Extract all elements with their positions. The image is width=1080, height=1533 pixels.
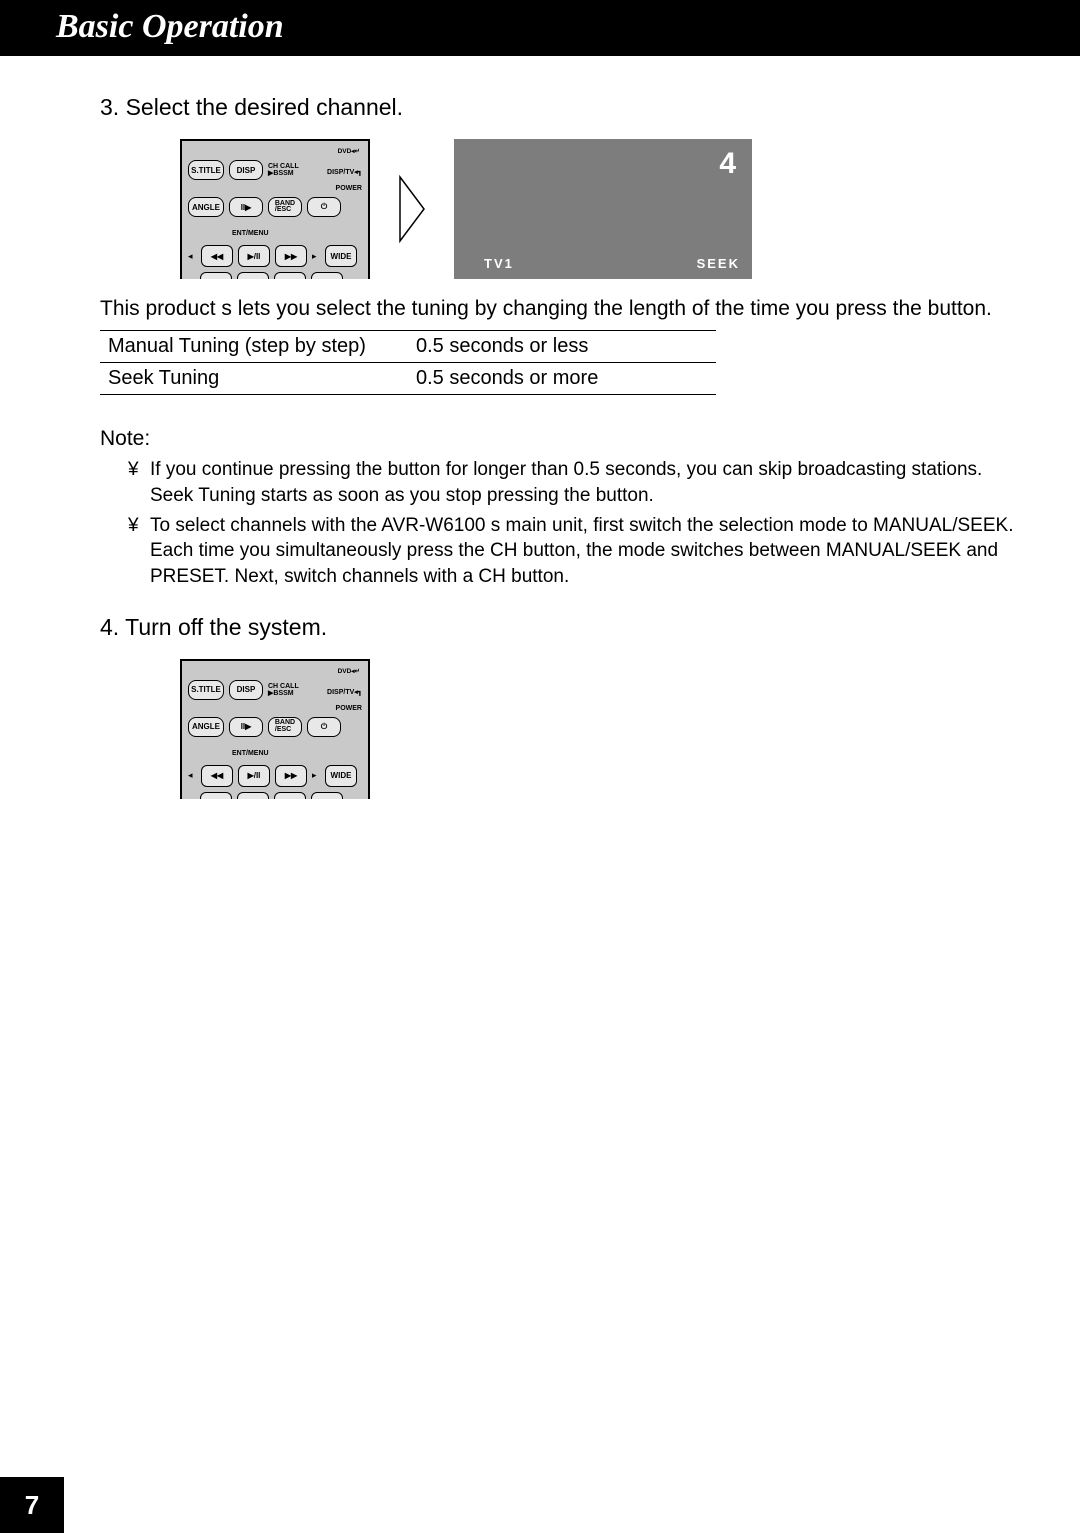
remote-bssm-label: ▶BSSM bbox=[268, 170, 299, 177]
remote-dvd-label: DVD◂↵ bbox=[338, 147, 360, 155]
remote-bssm-label: ▶BSSM bbox=[268, 690, 299, 697]
tuning-table: Manual Tuning (step by step) 0.5 seconds… bbox=[100, 330, 716, 395]
remote-chcall-label: CH CALL bbox=[268, 683, 299, 690]
remote-disptv-label: DISP/TV◂┓ bbox=[327, 169, 362, 176]
screen-display: 4 TV1 SEEK bbox=[454, 139, 752, 279]
remote-diagram: DVD◂↵ S.TITLE DISP CH CALL ▶BSSM DISP/TV… bbox=[180, 139, 370, 279]
remote-power-button: ⏻ bbox=[307, 197, 341, 217]
remote-wide-button: WIDE bbox=[325, 765, 357, 787]
remote-power-label: POWER bbox=[336, 705, 362, 712]
note-item: If you continue pressing the button for … bbox=[128, 457, 1024, 508]
remote-dvd-label: DVD◂↵ bbox=[338, 667, 360, 675]
section-header: Basic Operation bbox=[0, 0, 1080, 56]
remote-ff-button: ▶▶ bbox=[275, 765, 307, 787]
remote-rew-button: ◀◀ bbox=[201, 245, 233, 267]
remote-chcall-label: CH CALL bbox=[268, 163, 299, 170]
step-3-title: 3. Select the desired channel. bbox=[56, 94, 1024, 121]
remote-revstep-button: ◀II bbox=[237, 272, 269, 279]
remote-entmenu-label: ENT/MENU bbox=[232, 750, 269, 757]
remote-playpause-button: ▶/II bbox=[238, 765, 270, 787]
remote-stepfwd-button: II▶ bbox=[229, 717, 263, 737]
remote-disp-button: DISP bbox=[229, 680, 263, 700]
remote-power-button: ⏻ bbox=[307, 717, 341, 737]
remote-diagram: DVD◂↵ S.TITLE DISP CH CALL ▶BSSM DISP/TV… bbox=[180, 659, 370, 799]
table-cell: 0.5 seconds or more bbox=[408, 363, 716, 395]
remote-prev-button: I◀◀ bbox=[200, 792, 232, 799]
page-number: 7 bbox=[0, 1477, 64, 1533]
step-3-figure: DVD◂↵ S.TITLE DISP CH CALL ▶BSSM DISP/TV… bbox=[56, 139, 1024, 279]
remote-entmenu-label: ENT/MENU bbox=[232, 230, 269, 237]
note-item-text: To select channels with the AVR-W6100 s … bbox=[150, 515, 1013, 587]
remote-rew-button: ◀◀ bbox=[201, 765, 233, 787]
remote-disptv-label: DISP/TV◂┓ bbox=[327, 689, 362, 696]
note-item: To select channels with the AVR-W6100 s … bbox=[128, 513, 1024, 590]
remote-ff-button: ▶▶ bbox=[275, 245, 307, 267]
remote-prev-button: I◀◀ bbox=[200, 272, 232, 279]
remote-playpause-button: ▶/II bbox=[238, 245, 270, 267]
table-row: Seek Tuning 0.5 seconds or more bbox=[100, 363, 716, 395]
remote-stop-button: ■ bbox=[311, 792, 343, 799]
remote-next-button: ▶▶I bbox=[274, 792, 306, 799]
remote-band-esc-button: BAND /ESC bbox=[268, 717, 302, 737]
step-3-description: This product s lets you select the tunin… bbox=[56, 295, 1024, 322]
remote-next-button: ▶▶I bbox=[274, 272, 306, 279]
remote-disp-button: DISP bbox=[229, 160, 263, 180]
remote-band-esc-button: BAND /ESC bbox=[268, 197, 302, 217]
step-4-figure: DVD◂↵ S.TITLE DISP CH CALL ▶BSSM DISP/TV… bbox=[56, 659, 1024, 799]
remote-stepfwd-button: II▶ bbox=[229, 197, 263, 217]
remote-power-label: POWER bbox=[336, 185, 362, 192]
remote-stitle-button: S.TITLE bbox=[188, 680, 224, 700]
note-title: Note: bbox=[100, 427, 1024, 451]
remote-angle-button: ANGLE bbox=[188, 717, 224, 737]
screen-source-label: TV1 bbox=[484, 256, 514, 271]
screen-channel-number: 4 bbox=[719, 147, 736, 181]
screen-mode-label: SEEK bbox=[697, 256, 740, 271]
arrow-right-icon bbox=[398, 173, 426, 245]
step-4-title: 4. Turn off the system. bbox=[56, 614, 1024, 641]
table-row: Manual Tuning (step by step) 0.5 seconds… bbox=[100, 331, 716, 363]
table-cell: Manual Tuning (step by step) bbox=[100, 331, 408, 363]
remote-revstep-button: ◀II bbox=[237, 792, 269, 799]
remote-angle-button: ANGLE bbox=[188, 197, 224, 217]
table-cell: Seek Tuning bbox=[100, 363, 408, 395]
remote-wide-button: WIDE bbox=[325, 245, 357, 267]
table-cell: 0.5 seconds or less bbox=[408, 331, 716, 363]
note-section: Note: If you continue pressing the butto… bbox=[56, 427, 1024, 589]
remote-stop-button: ■ bbox=[311, 272, 343, 279]
remote-stitle-button: S.TITLE bbox=[188, 160, 224, 180]
